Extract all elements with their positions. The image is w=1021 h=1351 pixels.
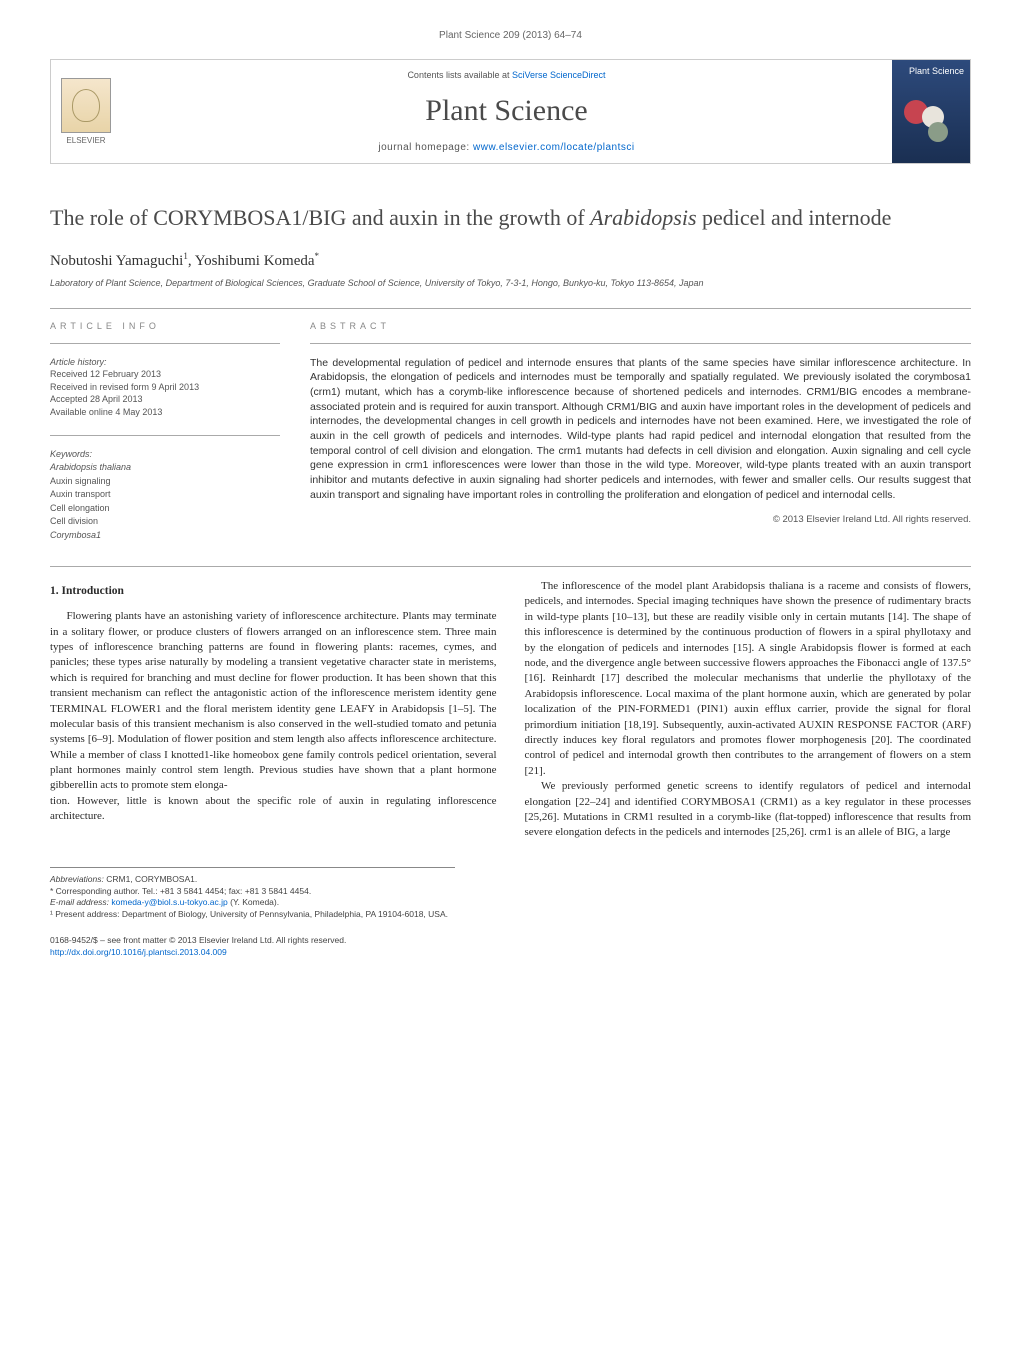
present-text: Present address: Department of Biology, …	[55, 909, 448, 919]
abstract-label: abstract	[310, 321, 971, 331]
history-item: Received in revised form 9 April 2013	[50, 381, 280, 394]
divider	[50, 308, 971, 309]
footnotes: Abbreviations: CRM1, CORYMBOSA1. * Corre…	[50, 867, 455, 922]
email-suffix: (Y. Komeda).	[228, 897, 279, 907]
keyword-item: Cell division	[50, 515, 280, 529]
history-item: Received 12 February 2013	[50, 368, 280, 381]
affiliation: Laboratory of Plant Science, Department …	[50, 278, 971, 288]
history-item: Available online 4 May 2013	[50, 406, 280, 419]
journal-header: ELSEVIER Contents lists available at Sci…	[50, 59, 971, 164]
email-link[interactable]: komeda-y@biol.s.u-tokyo.ac.jp	[111, 897, 227, 907]
journal-name: Plant Science	[141, 94, 872, 128]
footnote-corresponding: * Corresponding author. Tel.: +81 3 5841…	[50, 886, 455, 898]
author-2-sup: *	[315, 251, 320, 261]
abstract-column: abstract The developmental regulation of…	[310, 321, 971, 542]
author-2: Yoshibumi Komeda	[195, 253, 315, 269]
divider	[50, 435, 280, 436]
title-pre: The role of CORYMBOSA1/BIG and auxin in …	[50, 205, 590, 230]
author-1: Nobutoshi Yamaguchi	[50, 253, 183, 269]
publisher-label: ELSEVIER	[66, 136, 105, 145]
keyword-item: Cell elongation	[50, 502, 280, 516]
body-paragraph: Flowering plants have an astonishing var…	[50, 609, 497, 794]
body-paragraph: The inflorescence of the model plant Ara…	[525, 579, 972, 779]
elsevier-tree-icon	[61, 78, 111, 133]
article-info-label: article info	[50, 321, 280, 331]
history-title: Article history:	[50, 356, 280, 369]
contents-prefix: Contents lists available at	[407, 70, 512, 80]
abstract-text: The developmental regulation of pedicel …	[310, 356, 971, 503]
body-paragraph: tion. However, little is known about the…	[50, 794, 497, 825]
homepage-prefix: journal homepage:	[378, 142, 473, 153]
info-abstract-row: article info Article history: Received 1…	[50, 321, 971, 542]
abstract-copyright: © 2013 Elsevier Ireland Ltd. All rights …	[310, 514, 971, 525]
keywords-title: Keywords:	[50, 448, 280, 462]
doi-link[interactable]: http://dx.doi.org/10.1016/j.plantsci.201…	[50, 947, 227, 957]
keyword-item: Corymbosa1	[50, 530, 101, 540]
body-paragraph: We previously performed genetic screens …	[525, 779, 972, 841]
footnote-present-address: ¹ Present address: Department of Biology…	[50, 909, 455, 921]
header-center: Contents lists available at SciVerse Sci…	[121, 60, 892, 163]
issn-line: 0168-9452/$ – see front matter © 2013 El…	[50, 935, 971, 947]
footnote-email: E-mail address: komeda-y@biol.s.u-tokyo.…	[50, 897, 455, 909]
journal-reference: Plant Science 209 (2013) 64–74	[50, 30, 971, 41]
article-info-column: article info Article history: Received 1…	[50, 321, 280, 542]
title-post: pedicel and internode	[697, 205, 892, 230]
divider	[50, 343, 280, 344]
body-text: 1. Introduction Flowering plants have an…	[50, 579, 971, 841]
contents-available-line: Contents lists available at SciVerse Sci…	[141, 70, 872, 80]
keywords-block: Keywords: Arabidopsis thaliana Auxin sig…	[50, 448, 280, 543]
authors-line: Nobutoshi Yamaguchi1, Yoshibumi Komeda*	[50, 251, 971, 270]
sciencedirect-link[interactable]: SciVerse ScienceDirect	[512, 70, 606, 80]
divider	[310, 343, 971, 344]
history-item: Accepted 28 April 2013	[50, 393, 280, 406]
article-title: The role of CORYMBOSA1/BIG and auxin in …	[50, 204, 971, 233]
article-history: Article history: Received 12 February 20…	[50, 356, 280, 419]
keyword-item: Arabidopsis thaliana	[50, 462, 131, 472]
author-1-sup: 1	[183, 251, 188, 261]
divider	[50, 566, 971, 567]
cover-art	[904, 100, 956, 145]
journal-cover-thumbnail: Plant Science	[892, 60, 970, 163]
corr-text: Corresponding author. Tel.: +81 3 5841 4…	[56, 886, 312, 896]
footnote-abbrev: Abbreviations: CRM1, CORYMBOSA1.	[50, 874, 455, 886]
journal-homepage-line: journal homepage: www.elsevier.com/locat…	[141, 142, 872, 153]
keyword-item: Auxin transport	[50, 488, 280, 502]
publisher-logo: ELSEVIER	[51, 60, 121, 163]
abbrev-text: CRM1, CORYMBOSA1.	[104, 874, 197, 884]
journal-homepage-link[interactable]: www.elsevier.com/locate/plantsci	[473, 142, 635, 153]
section-heading: 1. Introduction	[50, 583, 497, 599]
cover-label: Plant Science	[909, 66, 964, 76]
abbrev-label: Abbreviations:	[50, 874, 104, 884]
email-label: E-mail address:	[50, 897, 111, 907]
bottom-meta: 0168-9452/$ – see front matter © 2013 El…	[50, 935, 971, 959]
keyword-item: Auxin signaling	[50, 475, 280, 489]
title-italic: Arabidopsis	[590, 205, 696, 230]
